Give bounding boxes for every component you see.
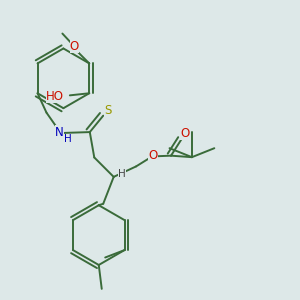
Text: H: H xyxy=(64,134,71,144)
Text: O: O xyxy=(180,128,190,140)
Text: S: S xyxy=(104,104,111,117)
Text: N: N xyxy=(55,126,64,139)
Text: HO: HO xyxy=(46,90,64,103)
Text: H: H xyxy=(118,169,126,179)
Text: O: O xyxy=(70,40,79,53)
Text: O: O xyxy=(148,149,158,162)
